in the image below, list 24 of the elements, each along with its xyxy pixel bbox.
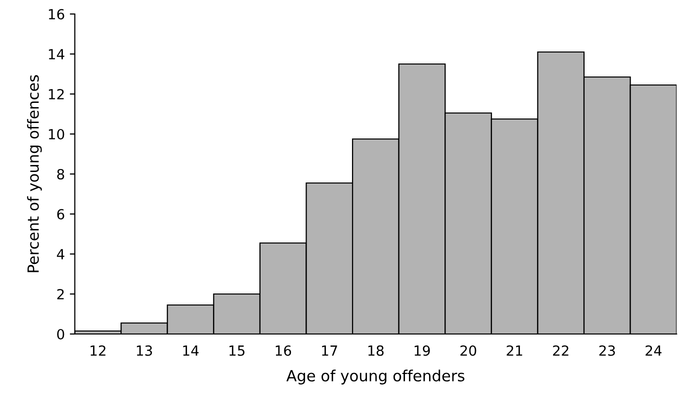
x-tick-label: 24: [646, 345, 662, 356]
y-tick-label: 6: [57, 208, 64, 220]
y-tick-label: 4: [56, 249, 64, 260]
x-tick-label: 17: [322, 346, 338, 356]
y-tick-label: 0: [57, 328, 64, 340]
x-tick-label: 21: [506, 345, 522, 356]
y-tick-label: 16: [48, 8, 64, 20]
x-tick-label: 14: [183, 346, 199, 356]
x-tick-label: 16: [276, 345, 292, 356]
y-tick-label: 14: [48, 49, 64, 60]
y-tick-label: 10: [48, 128, 64, 140]
y-tick-label: 8: [57, 168, 64, 180]
x-tick-label: 15: [230, 346, 244, 356]
x-tick-label: 13: [136, 345, 152, 356]
x-axis-title: Age of young offenders: [286, 370, 464, 384]
y-axis-title: Percent of young offences: [27, 75, 42, 272]
y-tick-label: 12: [48, 88, 64, 100]
x-tick-label: 22: [553, 345, 568, 356]
y-tick-label: 2: [57, 288, 64, 300]
x-tick-label: 19: [414, 345, 430, 356]
x-tick-label: 18: [368, 345, 384, 356]
x-tick-label: 20: [460, 345, 476, 356]
x-tick-label: 12: [90, 345, 106, 356]
x-tick-label: 23: [599, 345, 615, 356]
